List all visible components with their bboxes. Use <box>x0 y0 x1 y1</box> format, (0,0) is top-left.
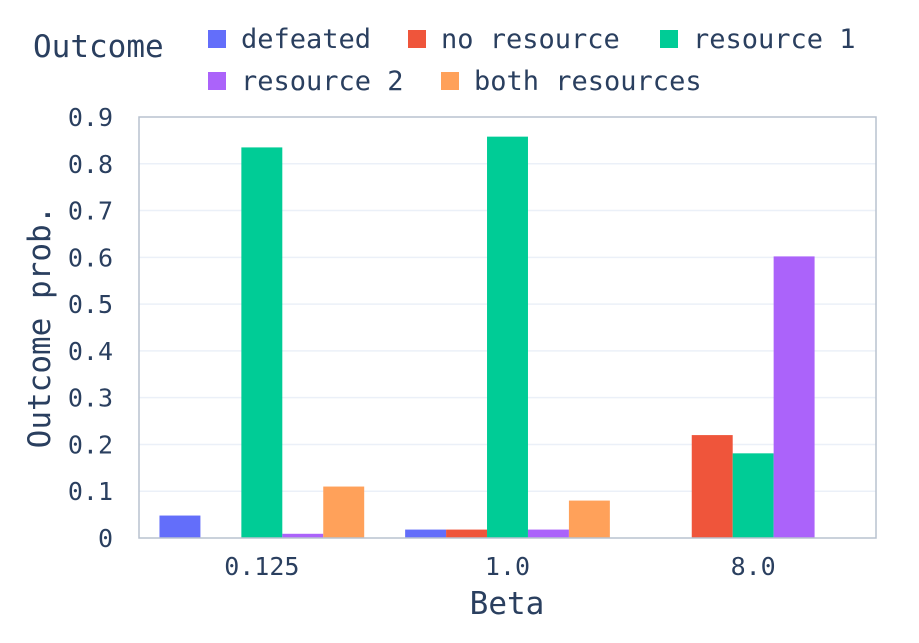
legend-swatch-both-resources <box>441 72 459 90</box>
x-axis: 0.125 1.0 8.0 <box>224 552 776 581</box>
bar-no-resource-1.0 <box>446 529 488 538</box>
y-tick-label: 0.6 <box>68 243 113 272</box>
y-tick-label: 0.2 <box>68 430 113 459</box>
legend-swatch-no-resource <box>408 30 426 48</box>
x-tick-label: 1.0 <box>485 552 530 581</box>
bar-resource-1-1.0 <box>487 136 528 538</box>
bar-both-resources-1.0 <box>568 500 610 538</box>
legend-swatch-defeated <box>208 30 226 48</box>
bar-resource-2-8.0 <box>773 256 815 538</box>
bar-resource-2-0.125 <box>282 533 324 538</box>
legend-label-resource-1: resource 1 <box>693 24 856 55</box>
legend: Outcome defeated no resource resource 1 res… <box>33 24 856 97</box>
y-tick-label: 0.8 <box>68 150 113 179</box>
x-tick-label: 8.0 <box>731 552 776 581</box>
y-tick-label: 0.7 <box>68 197 113 226</box>
bar-resource-1-0.125 <box>241 147 283 538</box>
legend-label-defeated: defeated <box>241 24 371 55</box>
x-axis-title: Beta <box>470 586 545 622</box>
y-axis-title: Outcome prob. <box>22 206 58 449</box>
legend-label-both-resources: both resources <box>474 66 702 97</box>
y-tick-label: 0.1 <box>68 477 113 506</box>
y-tick-label: 0.5 <box>68 290 113 319</box>
y-tick-label: 0.4 <box>68 337 113 366</box>
legend-title: Outcome <box>33 29 164 65</box>
bar-defeated-1.0 <box>405 529 447 538</box>
y-tick-label: 0.3 <box>68 384 113 413</box>
bar-both-resources-0.125 <box>323 486 365 538</box>
bar-defeated-0.125 <box>159 515 201 538</box>
bars <box>159 136 815 538</box>
y-tick-label: 0.9 <box>68 103 113 132</box>
x-tick-label: 0.125 <box>224 552 299 581</box>
legend-swatch-resource-2 <box>208 72 226 90</box>
bar-resource-2-1.0 <box>527 529 569 538</box>
legend-label-resource-2: resource 2 <box>241 66 404 97</box>
legend-swatch-resource-1 <box>660 30 678 48</box>
y-tick-label: 0 <box>98 524 113 553</box>
y-axis: 0 0.1 0.2 0.3 0.4 0.5 0.6 0.7 0.8 0.9 <box>68 103 113 553</box>
plot-frame <box>138 116 877 539</box>
plot-area <box>138 116 877 539</box>
bar-no-resource-8.0 <box>691 435 733 538</box>
bar-resource-1-8.0 <box>732 453 774 538</box>
legend-label-no-resource: no resource <box>441 24 620 55</box>
